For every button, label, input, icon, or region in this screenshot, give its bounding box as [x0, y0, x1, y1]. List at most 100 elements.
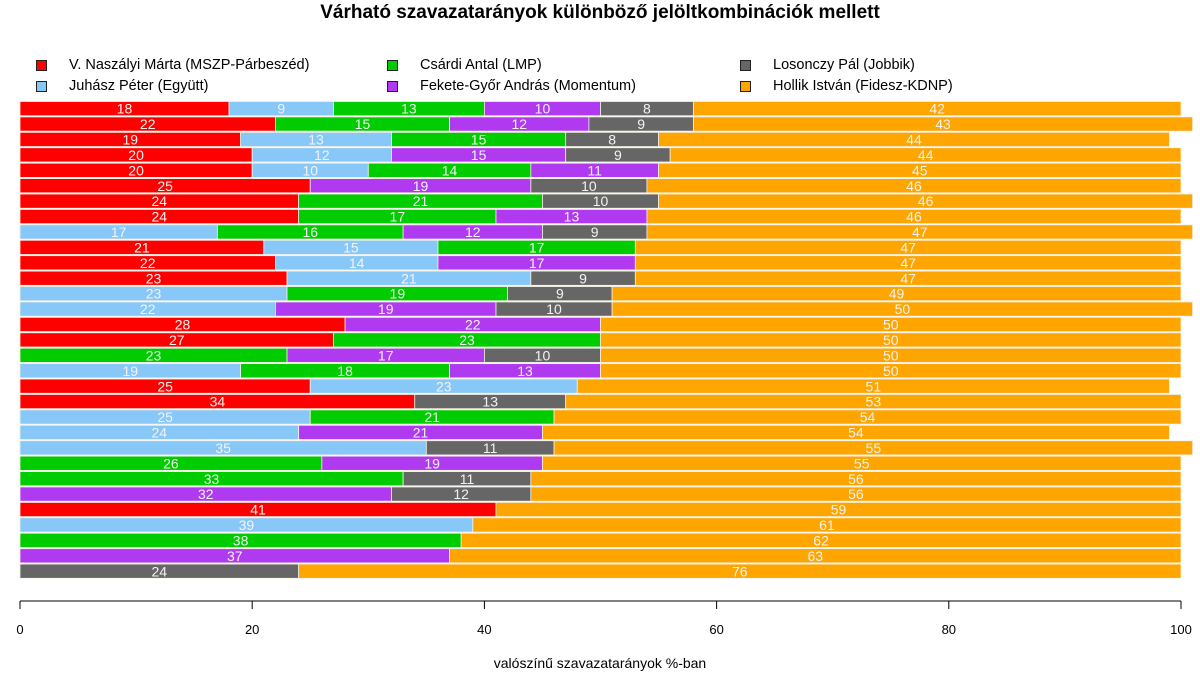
legend-item-juhasz: Juhász Péter (Együtt)	[36, 76, 208, 96]
data-label-csardi: 16	[302, 224, 318, 240]
data-label-hollik: 43	[935, 116, 951, 132]
bar-segment-hollik	[600, 347, 1182, 363]
data-label-fekete: 32	[198, 486, 214, 502]
data-label-hollik: 51	[866, 378, 882, 394]
data-label-hollik: 47	[900, 270, 916, 286]
bar-segment-hollik	[472, 517, 1182, 533]
data-label-naszalyi: 22	[140, 255, 156, 271]
data-label-juhasz: 19	[123, 363, 139, 379]
data-label-hollik: 50	[883, 317, 899, 333]
bar-row-16: 27 23 50	[19, 332, 1182, 348]
bar-row-25: 33 11 56	[19, 471, 1182, 487]
bar-row-29: 38 62	[19, 532, 1182, 548]
data-label-losonczy: 11	[460, 471, 475, 487]
data-label-hollik: 63	[807, 548, 823, 564]
data-label-losonczy: 9	[591, 224, 599, 240]
data-label-naszalyi: 41	[250, 502, 266, 518]
x-tick-label: 80	[942, 622, 956, 637]
data-label-fekete: 19	[378, 301, 394, 317]
legend-label-hollik: Hollik István (Fidesz-KDNP)	[773, 78, 953, 94]
legend-item-naszalyi: V. Naszályi Márta (MSZP-Párbeszéd)	[36, 55, 309, 75]
data-label-hollik: 44	[918, 147, 934, 163]
data-label-losonczy: 13	[482, 394, 498, 410]
data-label-hollik: 53	[866, 394, 882, 410]
bar-row-21: 25 21 54	[19, 409, 1182, 425]
bar-row-8: 24 17 13 46	[19, 209, 1182, 225]
data-label-fekete: 12	[511, 116, 527, 132]
bar-segment-hollik	[669, 147, 1182, 163]
data-label-hollik: 55	[854, 455, 870, 471]
data-label-hollik: 45	[912, 162, 928, 178]
bar-segment-hollik	[646, 178, 1182, 194]
bar-row-13: 23 19 9 49	[19, 286, 1182, 302]
data-label-hollik: 47	[900, 255, 916, 271]
bar-row-27: 41 59	[19, 502, 1182, 518]
data-label-naszalyi: 20	[128, 147, 144, 163]
data-label-hollik: 42	[929, 101, 945, 117]
legend-swatch-hollik	[740, 80, 751, 92]
data-label-hollik: 47	[912, 224, 928, 240]
data-label-naszalyi: 25	[157, 178, 173, 194]
bar-segment-hollik	[646, 209, 1182, 225]
bar-row-11: 22 14 17 47	[19, 255, 1182, 271]
data-label-hollik: 55	[866, 440, 882, 456]
data-label-hollik: 56	[848, 471, 864, 487]
data-label-losonczy: 12	[453, 486, 469, 502]
data-label-csardi: 23	[459, 332, 475, 348]
data-label-juhasz: 35	[215, 440, 231, 456]
data-label-juhasz: 15	[343, 239, 359, 255]
legend-label-fekete: Fekete-Győr András (Momentum)	[420, 78, 636, 94]
data-label-juhasz: 22	[140, 301, 156, 317]
bar-row-20: 34 13 53	[19, 394, 1182, 410]
bar-segment-hollik	[530, 486, 1182, 502]
bar-segment-hollik	[634, 239, 1182, 255]
bar-segment-hollik	[449, 548, 1182, 564]
bar-segment-hollik	[692, 116, 1194, 132]
data-label-hollik: 50	[895, 301, 911, 317]
data-label-fekete: 17	[529, 255, 545, 271]
data-label-fekete: 11	[587, 162, 602, 178]
data-label-juhasz: 24	[152, 425, 168, 441]
data-label-naszalyi: 28	[175, 317, 191, 333]
data-label-fekete: 17	[378, 347, 394, 363]
data-label-naszalyi: 34	[210, 394, 226, 410]
data-label-naszalyi: 23	[146, 270, 162, 286]
legend-label-naszalyi: V. Naszályi Márta (MSZP-Párbeszéd)	[69, 57, 310, 73]
bar-segment-hollik	[495, 502, 1182, 518]
data-label-juhasz: 10	[302, 162, 318, 178]
bar-segment-hollik	[553, 409, 1182, 425]
data-label-fekete: 19	[424, 455, 440, 471]
bar-segment-hollik	[530, 471, 1182, 487]
legend-item-losonczy: Losonczy Pál (Jobbik)	[740, 55, 915, 75]
bar-segment-hollik	[658, 162, 1182, 178]
data-label-fekete: 10	[535, 101, 551, 117]
data-label-juhasz: 13	[308, 132, 324, 148]
bar-segment-hollik	[576, 378, 1170, 394]
data-label-csardi: 13	[401, 101, 417, 117]
bar-row-18: 19 18 13 50	[19, 363, 1182, 379]
data-label-hollik: 61	[819, 517, 835, 533]
bar-row-9: 17 16 12 9 47	[19, 224, 1194, 240]
bar-row-23: 35 11 55	[19, 440, 1194, 456]
legend-swatch-naszalyi	[36, 59, 47, 71]
data-label-fekete: 37	[227, 548, 243, 564]
data-label-csardi: 17	[529, 239, 545, 255]
legend-label-csardi: Csárdi Antal (LMP)	[420, 57, 542, 73]
data-label-juhasz: 23	[436, 378, 452, 394]
x-tick-label: 0	[16, 622, 23, 637]
x-axis-label: valószínű szavazatarányok %-ban	[493, 655, 707, 671]
data-label-hollik: 50	[883, 332, 899, 348]
bar-row-19: 25 23 51	[19, 378, 1170, 394]
bar-row-3: 19 13 15 8 44	[19, 132, 1170, 148]
data-label-losonczy: 9	[614, 147, 622, 163]
data-label-juhasz: 23	[146, 286, 162, 302]
data-label-juhasz: 21	[401, 270, 417, 286]
data-label-losonczy: 9	[579, 270, 587, 286]
legend-item-fekete: Fekete-Győr András (Momentum)	[387, 76, 636, 96]
data-label-fekete: 21	[413, 425, 429, 441]
data-label-fekete: 15	[471, 147, 487, 163]
data-label-hollik: 56	[848, 486, 864, 502]
data-label-csardi: 18	[337, 363, 353, 379]
x-tick-label: 20	[245, 622, 259, 637]
data-label-csardi: 17	[390, 209, 406, 225]
